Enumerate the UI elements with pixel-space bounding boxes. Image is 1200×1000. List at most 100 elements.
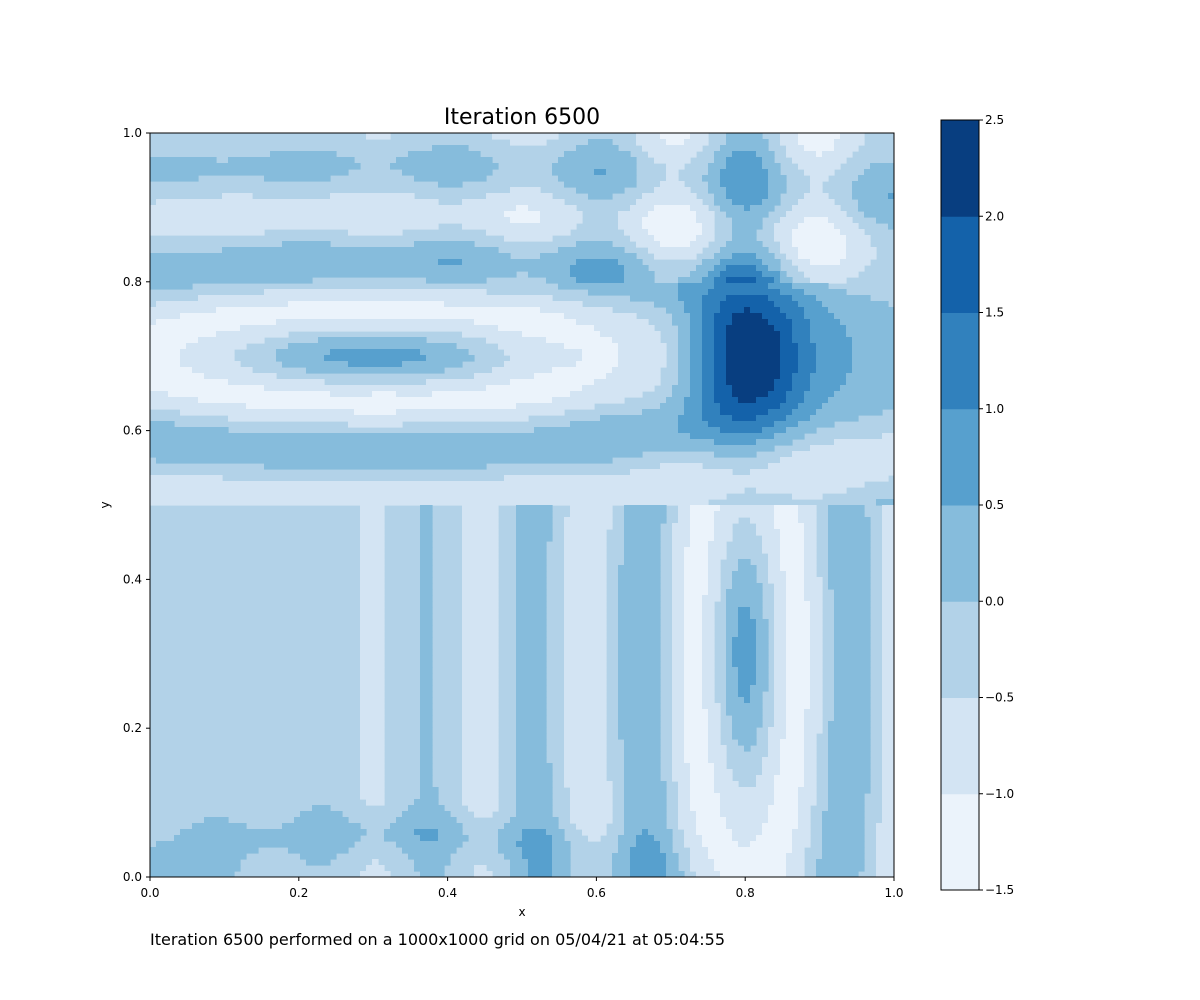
contour-cell <box>660 841 673 848</box>
contour-cell <box>330 193 415 200</box>
contour-cell <box>150 451 643 458</box>
contour-cell <box>810 445 894 452</box>
contour-cell <box>690 505 721 512</box>
contour-cell <box>834 643 871 650</box>
contour-cell <box>702 619 715 626</box>
contour-cell <box>756 397 787 404</box>
contour-cell <box>360 679 385 686</box>
y-tick-label: 0.8 <box>123 275 142 289</box>
contour-cell <box>498 325 595 332</box>
contour-cell <box>624 757 661 764</box>
contour-cell <box>462 565 499 572</box>
contour-cell <box>516 703 547 710</box>
contour-cell <box>150 487 745 494</box>
contour-cell <box>798 343 817 350</box>
contour-cell <box>726 655 733 662</box>
contour-cell <box>798 301 823 308</box>
contour-cell <box>558 175 637 182</box>
contour-cell <box>822 823 865 830</box>
contour-cell <box>882 433 894 440</box>
contour-cell <box>828 733 871 740</box>
contour-cell <box>882 775 894 782</box>
contour-cell <box>828 781 871 788</box>
contour-cell <box>564 595 607 602</box>
contour-cell <box>702 307 721 314</box>
contour-cell <box>678 421 709 428</box>
contour-cell <box>804 145 835 152</box>
contour-cell <box>624 769 661 776</box>
contour-cell <box>804 535 817 542</box>
contour-cell <box>714 391 733 398</box>
contour-cell <box>624 535 661 542</box>
contour-cell <box>786 637 811 644</box>
contour-cell <box>192 367 253 374</box>
contour-cell <box>726 373 781 380</box>
contour-cell <box>846 325 894 332</box>
contour-cell <box>516 553 547 560</box>
contour-cell <box>702 631 715 638</box>
contour-cell <box>708 187 727 194</box>
contour-cell <box>420 745 433 752</box>
contour-cell <box>780 247 799 254</box>
contour-cell <box>726 163 763 170</box>
contour-cell <box>618 349 667 356</box>
contour-cell <box>462 523 499 530</box>
contour-cell <box>762 763 781 770</box>
contour-cell <box>618 727 661 734</box>
contour-cell <box>564 685 607 692</box>
contour-cell <box>624 229 649 236</box>
contour-cell <box>462 619 499 626</box>
contour-cell <box>876 835 894 842</box>
contour-cell <box>810 685 823 692</box>
contour-cell <box>516 601 547 608</box>
contour-cell <box>858 205 894 212</box>
contour-cell <box>672 535 691 542</box>
contour-cell <box>708 721 721 728</box>
contour-cell <box>780 355 799 362</box>
contour-cell <box>882 673 894 680</box>
contour-cell <box>882 667 894 674</box>
contour-cell <box>618 343 667 350</box>
contour-cell <box>150 871 235 877</box>
contour-cell <box>762 427 787 434</box>
contour-cell <box>726 679 739 686</box>
contour-cell <box>726 697 745 704</box>
contour-cell <box>690 769 715 776</box>
contour-cell <box>864 169 894 176</box>
contour-cell <box>462 529 499 536</box>
contour-cell <box>618 697 661 704</box>
contour-cell <box>810 697 823 704</box>
contour-cell <box>678 277 703 284</box>
contour-cell <box>600 415 679 422</box>
contour-cell <box>702 655 715 662</box>
contour-cell <box>750 613 763 620</box>
contour-cell <box>618 715 661 722</box>
contour-cell <box>726 661 733 668</box>
contour-cell <box>672 769 691 776</box>
contour-cell <box>552 847 571 854</box>
contour-cell <box>522 829 547 836</box>
contour-cell <box>714 385 733 392</box>
contour-cell <box>360 595 385 602</box>
contour-cell <box>420 625 433 632</box>
contour-cell <box>702 637 715 644</box>
contour-cell <box>882 631 894 638</box>
contour-cell <box>810 655 823 662</box>
contour-cell <box>462 223 577 230</box>
contour-cell <box>834 439 894 446</box>
contour-cell <box>774 679 787 686</box>
contour-cell <box>672 691 685 698</box>
contour-cell <box>282 823 361 830</box>
contour-cell <box>564 631 607 638</box>
contour-cell <box>690 775 715 782</box>
contour-cell <box>792 283 829 290</box>
contour-cell <box>882 781 894 788</box>
contour-cell <box>420 793 439 800</box>
contour-cell <box>756 253 775 260</box>
contour-cell <box>882 577 894 584</box>
contour-cell <box>462 625 499 632</box>
contour-cell <box>828 535 871 542</box>
contour-cell <box>198 295 553 302</box>
contour-cell <box>462 199 565 206</box>
contour-cell <box>798 133 841 140</box>
